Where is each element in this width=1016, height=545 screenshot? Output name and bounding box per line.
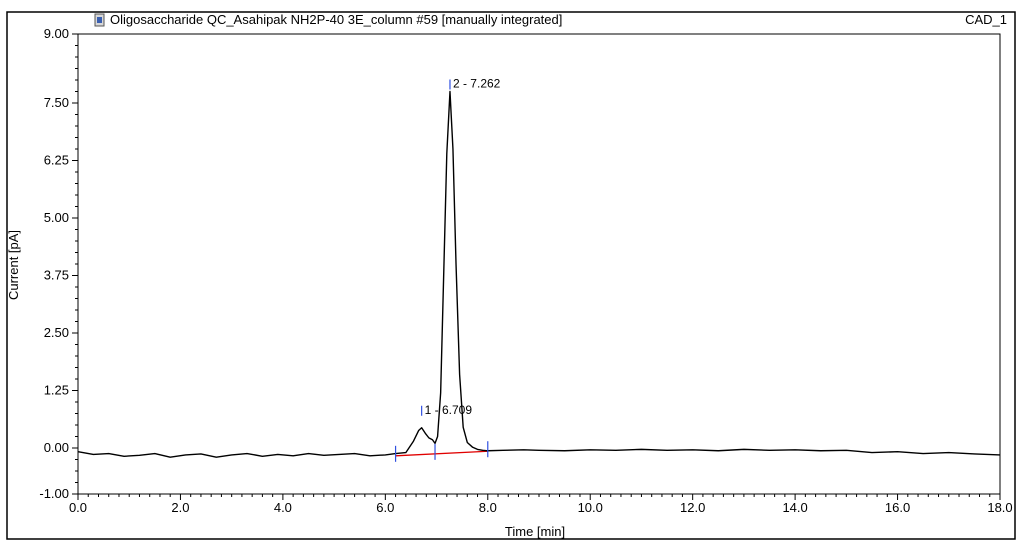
- y-tick-label-7: 0.00: [44, 440, 69, 455]
- x-tick-label-5: 10.0: [578, 500, 603, 515]
- peak-label-1: 1 - 6.709: [425, 403, 473, 417]
- x-axis: 0.0 2.0 4.0 6.0 8.0 10.0 12.0 14.0 16.0 18.0: [69, 494, 1013, 515]
- y-tick-label-3: 5.00: [44, 210, 69, 225]
- window-frame: [6, 11, 1016, 540]
- x-tick-label-0: 0.0: [69, 500, 87, 515]
- x-tick-label-8: 16.0: [885, 500, 910, 515]
- y-tick-label-2: 6.25: [44, 153, 69, 168]
- chromatogram-doc-icon[interactable]: [94, 13, 105, 27]
- y-tick-label-0: 9.00: [44, 26, 69, 41]
- chart-title: Oligosaccharide QC_Asahipak NH2P-40 3E_c…: [110, 12, 562, 27]
- x-tick-label-6: 12.0: [680, 500, 705, 515]
- integration-baseline: [395, 450, 488, 457]
- x-axis-label: Time [min]: [505, 524, 565, 539]
- x-tick-label-1: 2.0: [171, 500, 189, 515]
- x-tick-label-9: 18.0: [987, 500, 1012, 515]
- series-line-0: [77, 90, 1001, 458]
- chart-marks: 1 - 6.709 2 - 7.262: [77, 77, 1001, 462]
- x-tick-label-7: 14.0: [782, 500, 807, 515]
- y-tick-label-1: 7.50: [44, 95, 69, 110]
- y-axis-label: Current [pA]: [6, 230, 21, 300]
- y-axis: 9.00 7.50 6.25 5.00 3.75 2.50 1.25 0.00 -1.00: [39, 26, 78, 501]
- x-tick-label-4: 8.0: [479, 500, 497, 515]
- x-tick-label-3: 6.0: [376, 500, 394, 515]
- channel-label: CAD_1: [965, 12, 1007, 27]
- x-tick-label-2: 4.0: [274, 500, 292, 515]
- y-tick-label-4: 3.75: [44, 268, 69, 283]
- y-tick-label-5: 2.50: [44, 325, 69, 340]
- peak-label-2: 2 - 7.262: [453, 77, 501, 91]
- y-tick-label-6: 1.25: [44, 383, 69, 398]
- y-tick-label-8: -1.00: [39, 486, 69, 501]
